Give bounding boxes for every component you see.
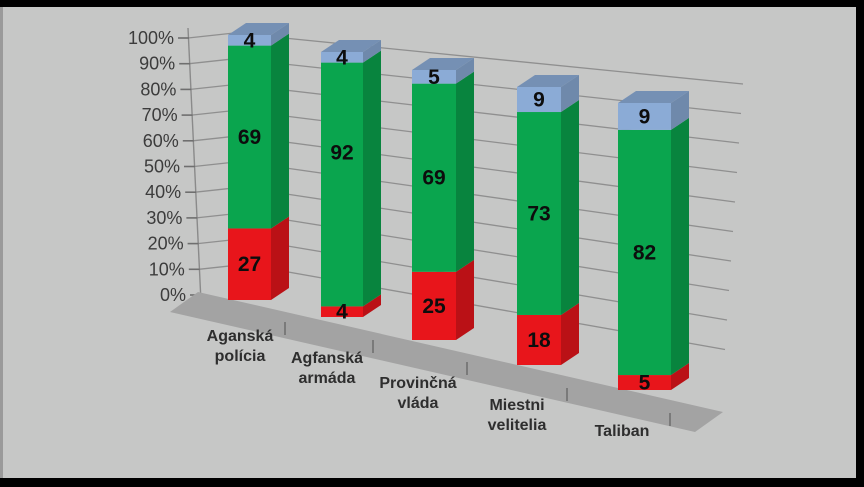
value-label: 18 <box>527 329 551 352</box>
bar-segment-front <box>228 35 271 46</box>
bar-segment-front <box>321 62 363 307</box>
value-label: 92 <box>330 142 353 165</box>
category-label: polícia <box>215 348 266 365</box>
y-tick-label: 0% <box>160 285 186 305</box>
bar-segment-front <box>618 375 671 390</box>
bar-top-face <box>412 58 474 70</box>
value-label: 69 <box>238 126 261 149</box>
frame-bottom <box>0 478 864 487</box>
bar-segment-side <box>671 117 689 376</box>
value-label: 73 <box>527 202 550 225</box>
bar-segment-side <box>561 302 579 365</box>
bar-segment-side <box>671 91 689 130</box>
bar-segment-front <box>618 103 671 130</box>
y-tick-label: 10% <box>149 259 185 279</box>
bar-top-face <box>228 23 289 35</box>
y-tick-label: 70% <box>142 105 178 125</box>
frame-right <box>856 0 864 487</box>
y-tick-label: 20% <box>148 234 184 254</box>
bar-segment-side <box>271 216 289 300</box>
bar-top-face <box>321 40 381 52</box>
y-axis-line <box>187 27 202 303</box>
value-label: 4 <box>336 301 348 324</box>
chart-floor <box>170 292 723 432</box>
bar-top-face <box>618 91 689 103</box>
frame-left <box>0 0 3 487</box>
value-label: 69 <box>422 167 445 190</box>
bar-segment-front <box>228 45 271 229</box>
y-tick-label: 30% <box>146 208 182 228</box>
bar-segment-front <box>517 87 561 113</box>
y-tick-label: 80% <box>140 79 176 99</box>
category-label: Taliban <box>595 423 650 440</box>
value-label: 25 <box>422 295 446 318</box>
category-label: velitelia <box>488 417 547 434</box>
frame-top <box>0 0 864 7</box>
category-label: Aganská <box>207 328 274 345</box>
bar-segment-side <box>456 58 474 84</box>
category-label: Provinčná <box>379 375 456 392</box>
category-label: armáda <box>299 370 356 387</box>
y-tick-label: 40% <box>145 182 181 202</box>
value-label: 82 <box>633 241 656 264</box>
value-label: 9 <box>533 89 545 112</box>
category-label: vláda <box>398 395 439 412</box>
bar-segment-side <box>561 75 579 113</box>
bar-segment-side <box>271 23 289 46</box>
bar-segment-front <box>412 70 456 84</box>
value-label: 5 <box>639 372 651 395</box>
bar-segment-front <box>517 112 561 315</box>
bar-segment-side <box>363 40 381 63</box>
y-tick-label: 50% <box>144 157 180 177</box>
bar-segment-side <box>561 100 579 315</box>
bar-segment-front <box>412 271 456 340</box>
bar-top-face <box>517 75 579 87</box>
category-label: Agfanská <box>291 350 363 367</box>
bar-segment-side <box>363 50 381 307</box>
value-label: 9 <box>639 105 651 128</box>
y-tick-label: 60% <box>143 131 179 151</box>
bar-segment-front <box>412 83 456 272</box>
value-label: 27 <box>238 253 261 276</box>
bar-segment-front <box>618 129 671 376</box>
bar-segment-side <box>456 71 474 272</box>
bar-segment-side <box>671 363 689 390</box>
value-label: 5 <box>428 66 440 89</box>
bar-segment-front <box>228 228 271 300</box>
y-tick-label: 100% <box>128 28 174 48</box>
category-label: Miestni <box>489 397 544 414</box>
y-tick-label: 90% <box>139 54 175 74</box>
bar-segment-front <box>321 306 363 317</box>
bar-segment-front <box>517 314 561 365</box>
bar-segment-front <box>321 52 363 63</box>
value-label: 4 <box>336 46 348 69</box>
bar-segment-side <box>363 294 381 317</box>
value-label: 4 <box>244 29 256 52</box>
bar-segment-side <box>271 33 289 229</box>
bar-segment-side <box>456 259 474 340</box>
